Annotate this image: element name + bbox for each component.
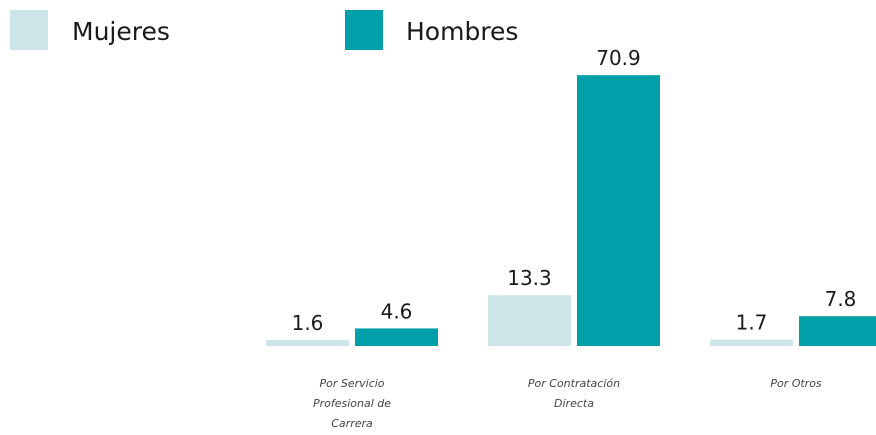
legend-label-mujeres: Mujeres <box>72 17 170 46</box>
bar-mujeres-2 <box>488 295 571 346</box>
legend-label-hombres: Hombres <box>406 17 518 46</box>
legend: Mujeres Hombres <box>10 10 518 50</box>
value-label-hombres-1: 4.6 <box>381 299 413 323</box>
legend-swatch-hombres <box>345 10 383 50</box>
value-label-mujeres-3: 1.7 <box>736 311 768 335</box>
category-label-line: Por Servicio <box>319 377 385 390</box>
category-label-2: Por Contratación Directa <box>504 374 644 414</box>
bar-mujeres-3 <box>710 339 793 346</box>
value-label-hombres-2: 70.9 <box>596 46 641 70</box>
bar-mujeres-1 <box>266 339 349 346</box>
bar-hombres-1 <box>355 328 438 346</box>
category-label-line: Por Contratación <box>527 377 621 390</box>
legend-swatch-mujeres <box>10 10 48 50</box>
category-label-line: Directa <box>554 397 594 410</box>
category-label-3: Por Otros <box>726 374 866 394</box>
value-label-mujeres-1: 1.6 <box>292 311 324 335</box>
category-label-line: Profesional de <box>312 397 392 410</box>
value-labels: 1.6 4.6 13.3 70.9 1.7 7.8 <box>292 46 857 335</box>
value-label-hombres-3: 7.8 <box>825 287 857 311</box>
category-label-1: Por Servicio Profesional de Carrera <box>282 374 422 434</box>
category-label-line: Por Otros <box>770 377 822 390</box>
value-label-mujeres-2: 13.3 <box>507 266 552 290</box>
bar-hombres-2 <box>577 75 660 347</box>
bars <box>266 75 876 347</box>
bar-hombres-3 <box>799 316 876 346</box>
category-label-line: Carrera <box>331 417 373 430</box>
